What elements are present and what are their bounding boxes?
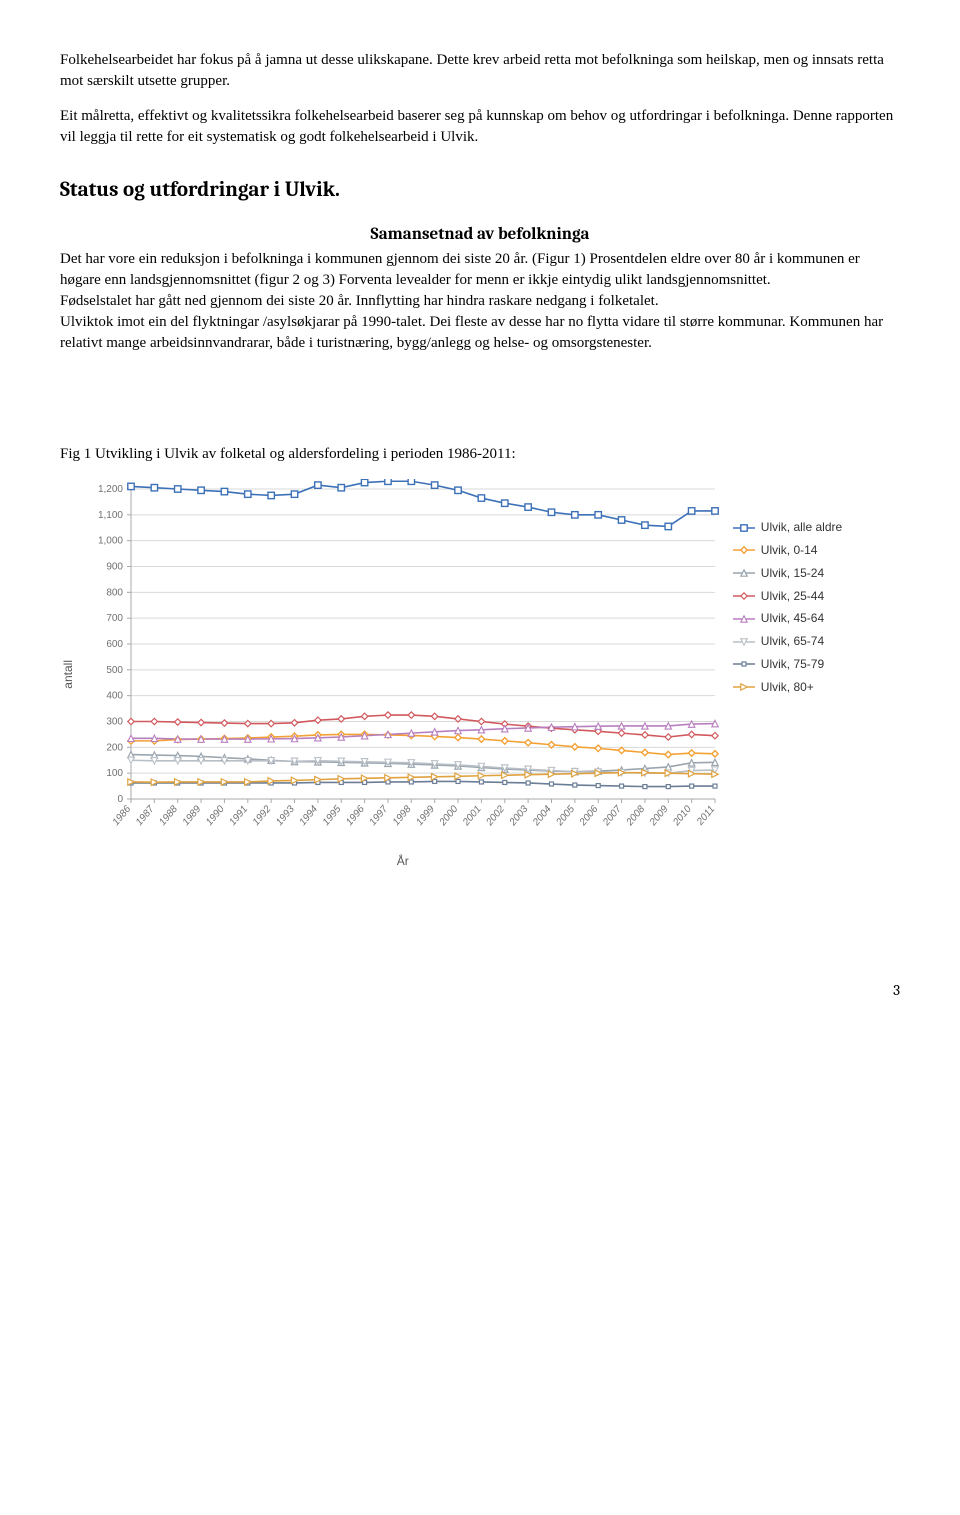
chart-legend: Ulvik, alle aldre Ulvik, 0-14 Ulvik, 15-24… (733, 519, 842, 701)
y-axis-label: antall (60, 660, 77, 689)
legend-item: Ulvik, 45-64 (733, 610, 842, 627)
svg-text:1992: 1992 (251, 804, 274, 828)
legend-label: Ulvik, alle aldre (761, 519, 842, 536)
intro-paragraph-1: Folkehelsearbeidet har fokus på å jamna … (60, 50, 900, 92)
svg-text:300: 300 (106, 717, 123, 728)
body-paragraph-2: Fødselstalet har gått ned gjennom dei si… (60, 291, 900, 312)
svg-text:1998: 1998 (391, 804, 414, 828)
svg-text:2006: 2006 (577, 804, 601, 829)
intro-paragraph-2: Eit målretta, effektivt og kvalitetssikr… (60, 106, 900, 148)
svg-text:2001: 2001 (460, 804, 483, 829)
svg-text:0: 0 (117, 794, 123, 805)
svg-text:1995: 1995 (321, 804, 344, 828)
legend-item: Ulvik, 0-14 (733, 542, 842, 559)
svg-text:800: 800 (106, 588, 123, 599)
figure-caption: Fig 1 Utvikling i Ulvik av folketal og a… (60, 444, 900, 465)
svg-text:500: 500 (106, 665, 123, 676)
svg-text:2007: 2007 (600, 804, 624, 829)
svg-text:2009: 2009 (647, 804, 671, 829)
legend-item: Ulvik, 80+ (733, 679, 842, 696)
svg-text:1986: 1986 (110, 804, 133, 828)
svg-text:1989: 1989 (180, 804, 203, 828)
svg-text:2000: 2000 (437, 804, 461, 829)
legend-label: Ulvik, 45-64 (761, 610, 824, 627)
svg-text:600: 600 (106, 639, 123, 650)
legend-label: Ulvik, 15-24 (761, 565, 824, 582)
svg-text:400: 400 (106, 691, 123, 702)
legend-label: Ulvik, 80+ (761, 679, 814, 696)
svg-text:2002: 2002 (483, 804, 507, 829)
legend-item: Ulvik, alle aldre (733, 519, 842, 536)
legend-item: Ulvik, 65-74 (733, 633, 842, 650)
svg-text:1988: 1988 (157, 804, 180, 828)
body-paragraph-3: Ulviktok imot ein del flyktningar /asyls… (60, 312, 900, 354)
svg-text:200: 200 (106, 743, 123, 754)
legend-label: Ulvik, 65-74 (761, 633, 824, 650)
svg-text:1994: 1994 (297, 804, 320, 828)
svg-text:1993: 1993 (274, 804, 297, 828)
svg-text:2011: 2011 (694, 804, 717, 828)
legend-label: Ulvik, 0-14 (761, 542, 818, 559)
legend-item: Ulvik, 75-79 (733, 656, 842, 673)
body-paragraph-1: Det har vore ein reduksjon i befolkninga… (60, 249, 900, 291)
svg-text:1987: 1987 (134, 804, 157, 828)
svg-text:1,100: 1,100 (98, 510, 123, 521)
svg-text:100: 100 (106, 768, 123, 779)
svg-text:2010: 2010 (670, 804, 694, 829)
x-axis-label: År (397, 853, 409, 870)
svg-text:2004: 2004 (530, 804, 554, 829)
population-chart: antall 0 100 200 300 400 500 600 700 800 900 1,000… (60, 479, 900, 870)
svg-text:900: 900 (106, 562, 123, 573)
svg-text:1,200: 1,200 (98, 484, 123, 495)
svg-text:1997: 1997 (367, 804, 390, 828)
svg-text:2003: 2003 (507, 804, 531, 829)
legend-label: Ulvik, 75-79 (761, 656, 824, 673)
svg-text:1991: 1991 (227, 804, 250, 828)
legend-item: Ulvik, 25-44 (733, 588, 842, 605)
svg-text:1999: 1999 (414, 804, 437, 828)
svg-text:1996: 1996 (344, 804, 367, 828)
svg-text:2005: 2005 (554, 804, 578, 829)
chart-svg: 0 100 200 300 400 500 600 700 800 900 1,000 1,100 1,… (83, 479, 723, 849)
legend-item: Ulvik, 15-24 (733, 565, 842, 582)
svg-text:2008: 2008 (624, 804, 648, 829)
svg-text:700: 700 (106, 613, 123, 624)
svg-text:1990: 1990 (204, 804, 227, 828)
svg-text:1,000: 1,000 (98, 536, 123, 547)
section-heading: Status og utfordringar i Ulvik. (60, 176, 900, 205)
page-number: 3 (60, 980, 900, 1001)
subsection-heading: Samansetnad av befolkninga (60, 223, 900, 247)
legend-label: Ulvik, 25-44 (761, 588, 824, 605)
